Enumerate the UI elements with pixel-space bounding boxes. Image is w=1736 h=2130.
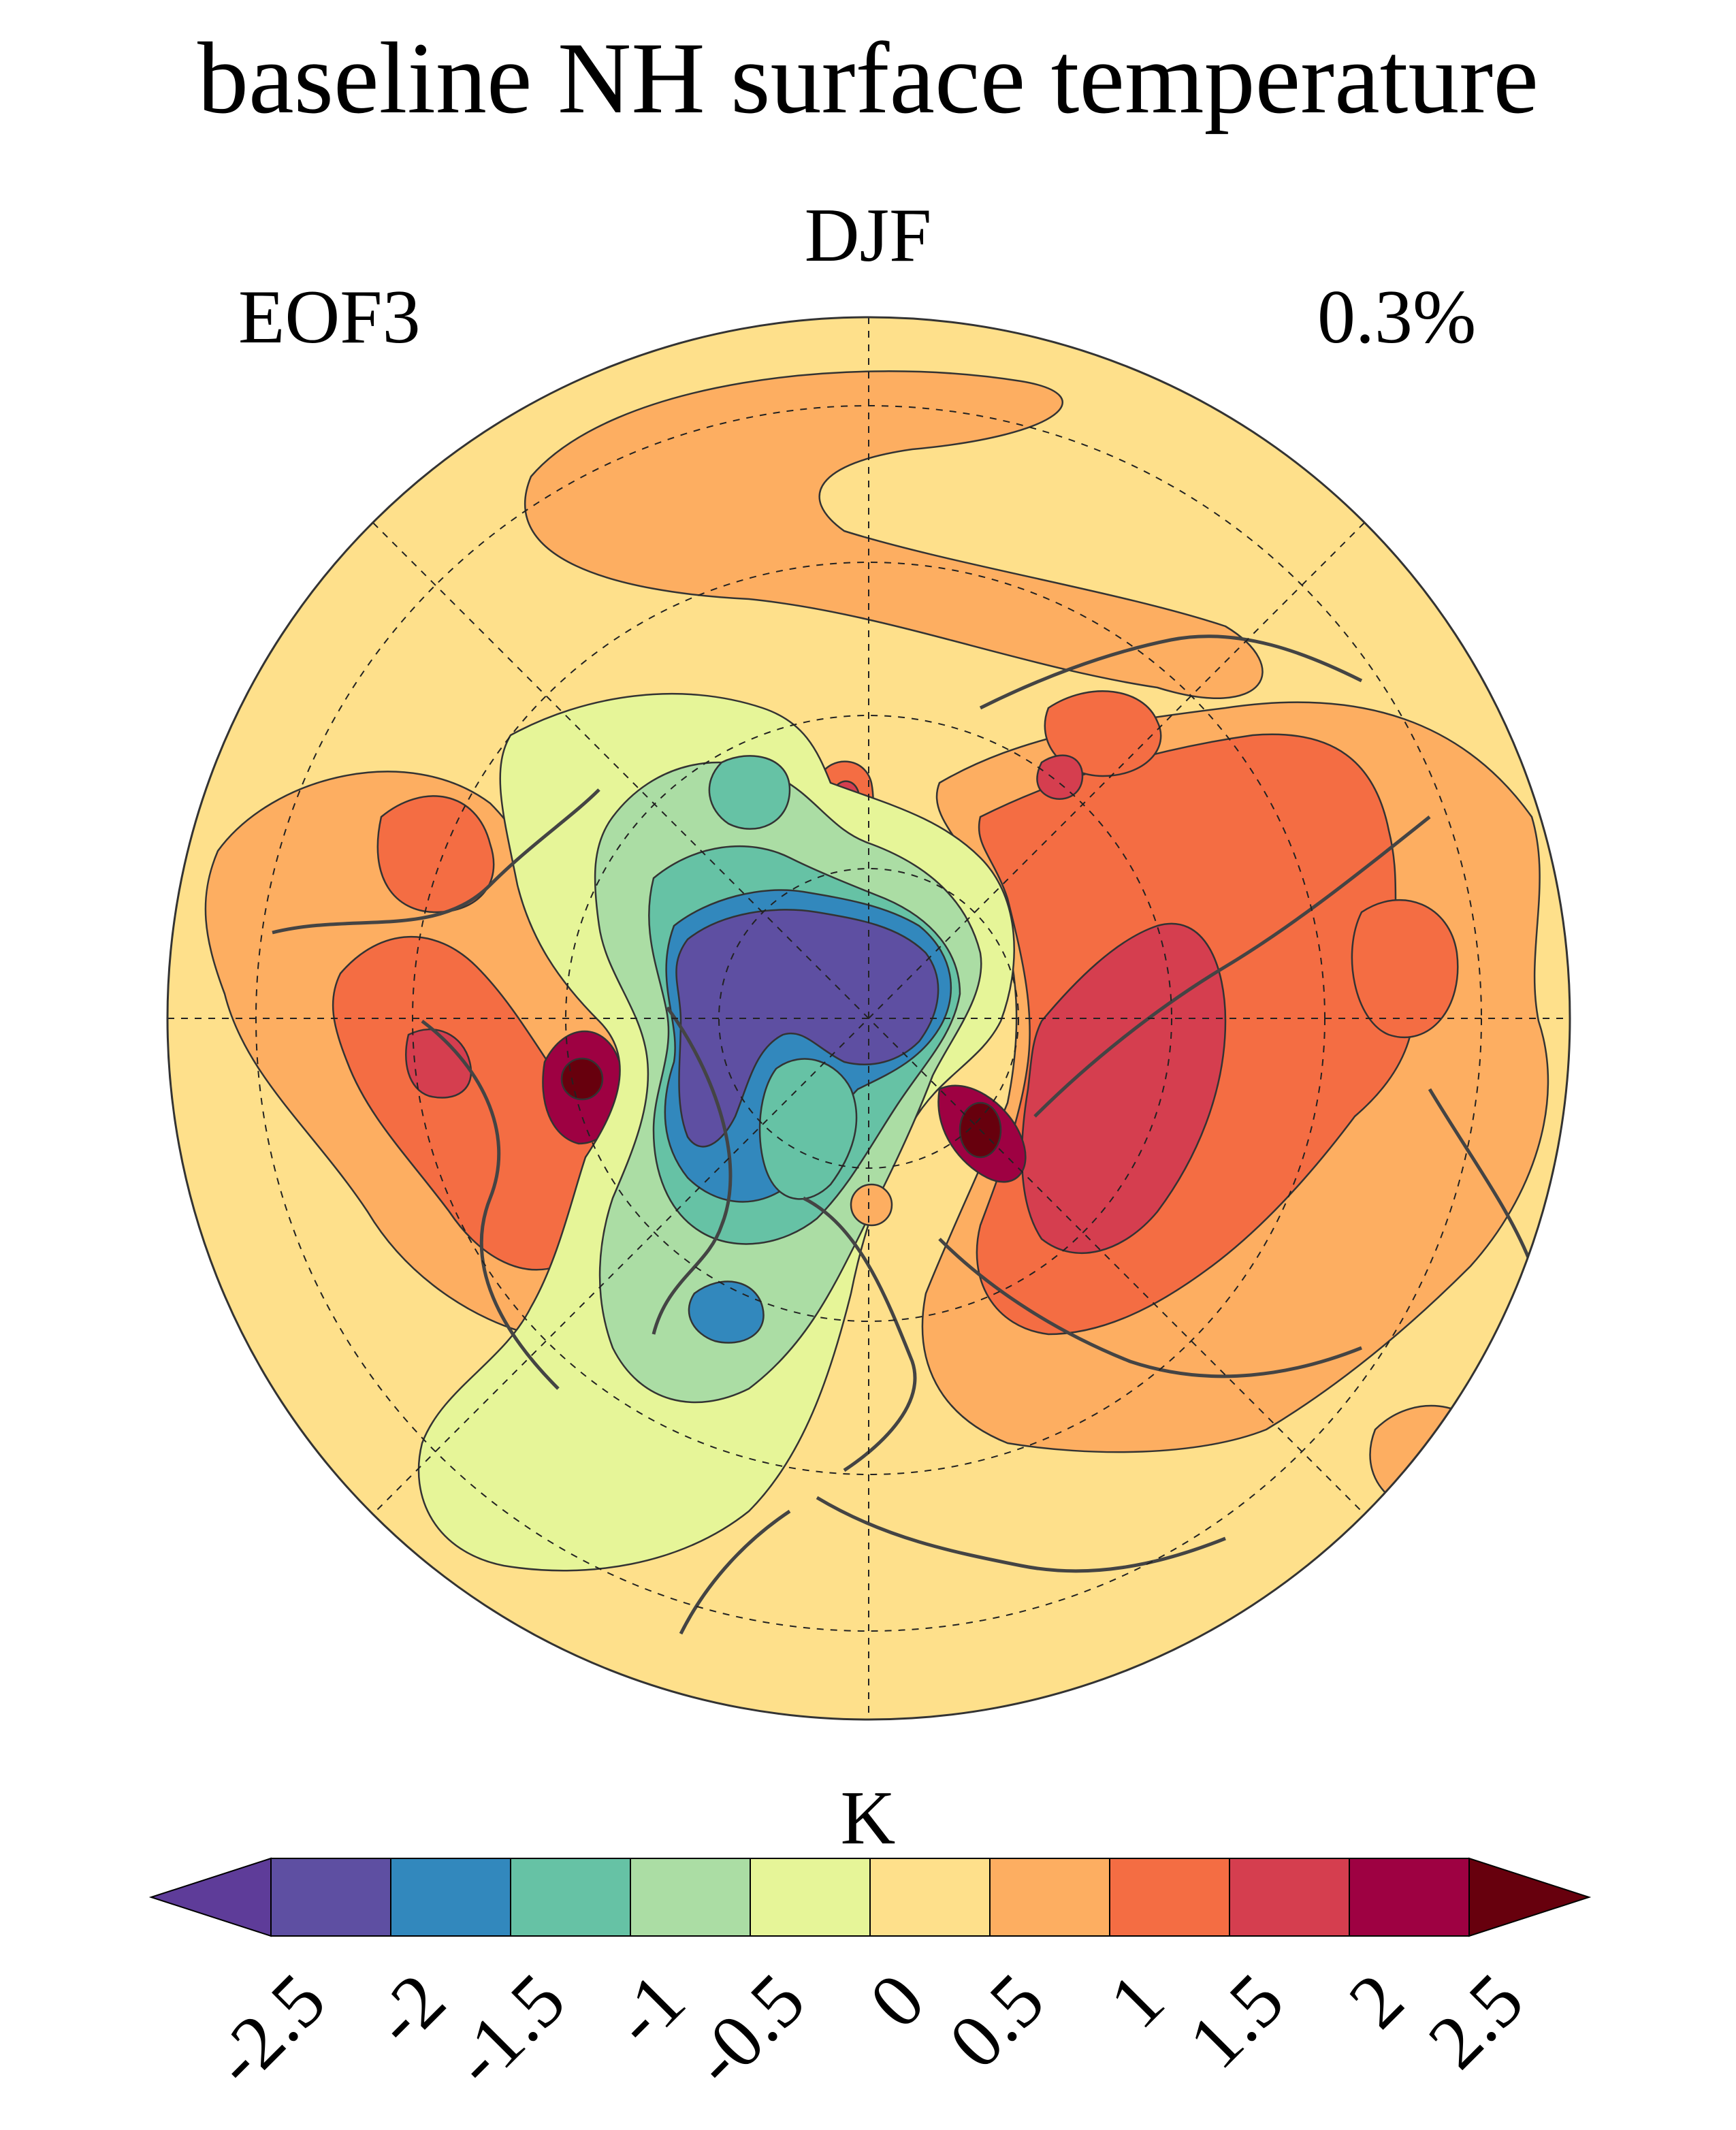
contour-greenland-neg [758,1058,858,1200]
contour-atlantic-neg [688,1280,765,1344]
contour-siberia-1-5 [1036,754,1084,800]
graticule [167,317,1570,1720]
colorbar [148,1857,1592,1937]
colorbar-swatch [989,1858,1110,1937]
coastlines [272,634,1534,1635]
contour-north-pacific [524,370,1264,699]
colorbar-swatch [270,1858,391,1937]
contour-greenland-pos [850,1183,893,1227]
contour-asia-east-1 [1351,899,1459,1039]
colorbar-extend-high [1468,1857,1592,1937]
contour-arctic-neg-2 [675,909,939,1148]
eof-label: EOF3 [238,275,421,359]
season-label: DJF [804,193,932,278]
variance-label: 0.3% [1317,275,1477,359]
colorbar-unit: K [840,1776,896,1860]
chart-title: baseline NH surface temperature [197,22,1539,135]
contour-chukchi-core [560,1057,604,1101]
colorbar-swatch [390,1858,511,1937]
colorbar-swatch [750,1858,871,1937]
colorbar-swatch [1349,1858,1470,1937]
colorbar-swatch [1109,1858,1230,1937]
contour-alaska-neg [708,755,791,830]
map-boundary [166,316,1571,1721]
contour-eurasia-1-5 [1020,922,1227,1254]
colorbar-swatch [869,1858,991,1937]
contour-middle-east [1369,1404,1500,1516]
colorbar-swatch [510,1858,631,1937]
colorbar-swatch [630,1858,751,1937]
colorbar-swatch [1229,1858,1350,1937]
contour-north-america-1-5 [405,1028,472,1099]
colorbar-extend-low [148,1857,272,1937]
